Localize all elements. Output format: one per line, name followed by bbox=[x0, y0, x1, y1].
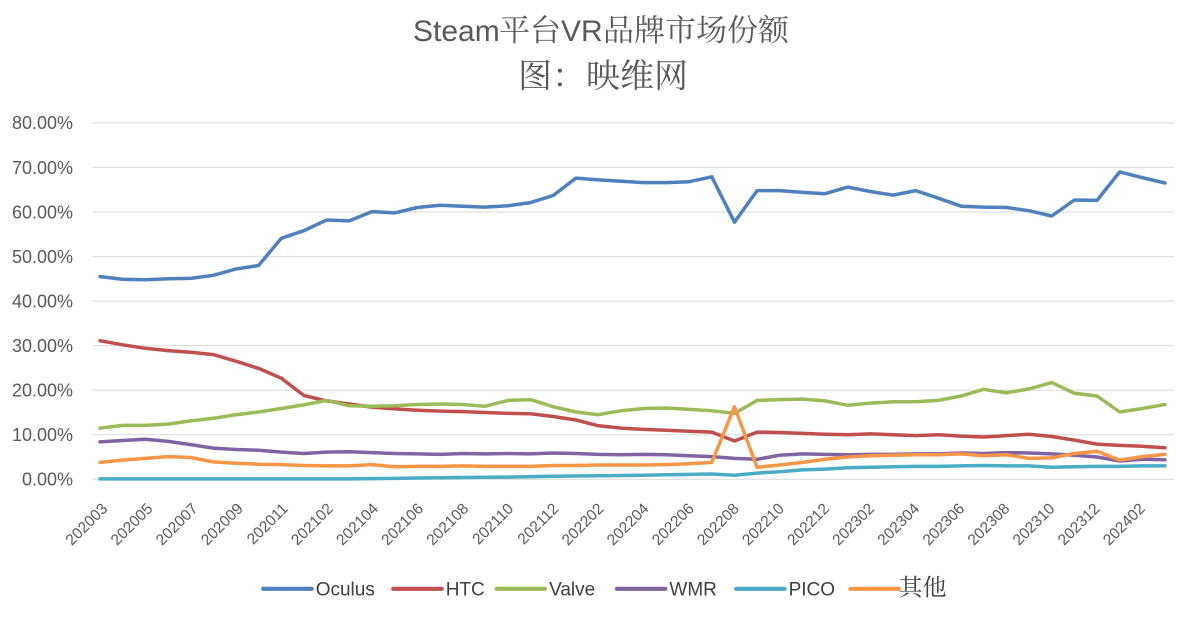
svg-text:50.00%: 50.00% bbox=[12, 247, 73, 267]
svg-text:30.00%: 30.00% bbox=[12, 336, 73, 356]
svg-text:HTC: HTC bbox=[446, 580, 485, 601]
svg-text:PICO: PICO bbox=[789, 580, 835, 601]
svg-text:70.00%: 70.00% bbox=[12, 158, 73, 178]
svg-text:80.00%: 80.00% bbox=[12, 113, 73, 133]
svg-text:40.00%: 40.00% bbox=[12, 291, 73, 311]
svg-text:WMR: WMR bbox=[669, 580, 716, 601]
svg-text:60.00%: 60.00% bbox=[12, 202, 73, 222]
svg-text:Steam: Steam bbox=[413, 15, 500, 48]
svg-text:Valve: Valve bbox=[549, 580, 595, 601]
svg-text:0.00%: 0.00% bbox=[22, 470, 73, 490]
svg-text:10.00%: 10.00% bbox=[12, 425, 73, 445]
svg-text:VR: VR bbox=[561, 15, 603, 48]
svg-text:20.00%: 20.00% bbox=[12, 381, 73, 401]
svg-text:Oculus: Oculus bbox=[316, 580, 375, 601]
